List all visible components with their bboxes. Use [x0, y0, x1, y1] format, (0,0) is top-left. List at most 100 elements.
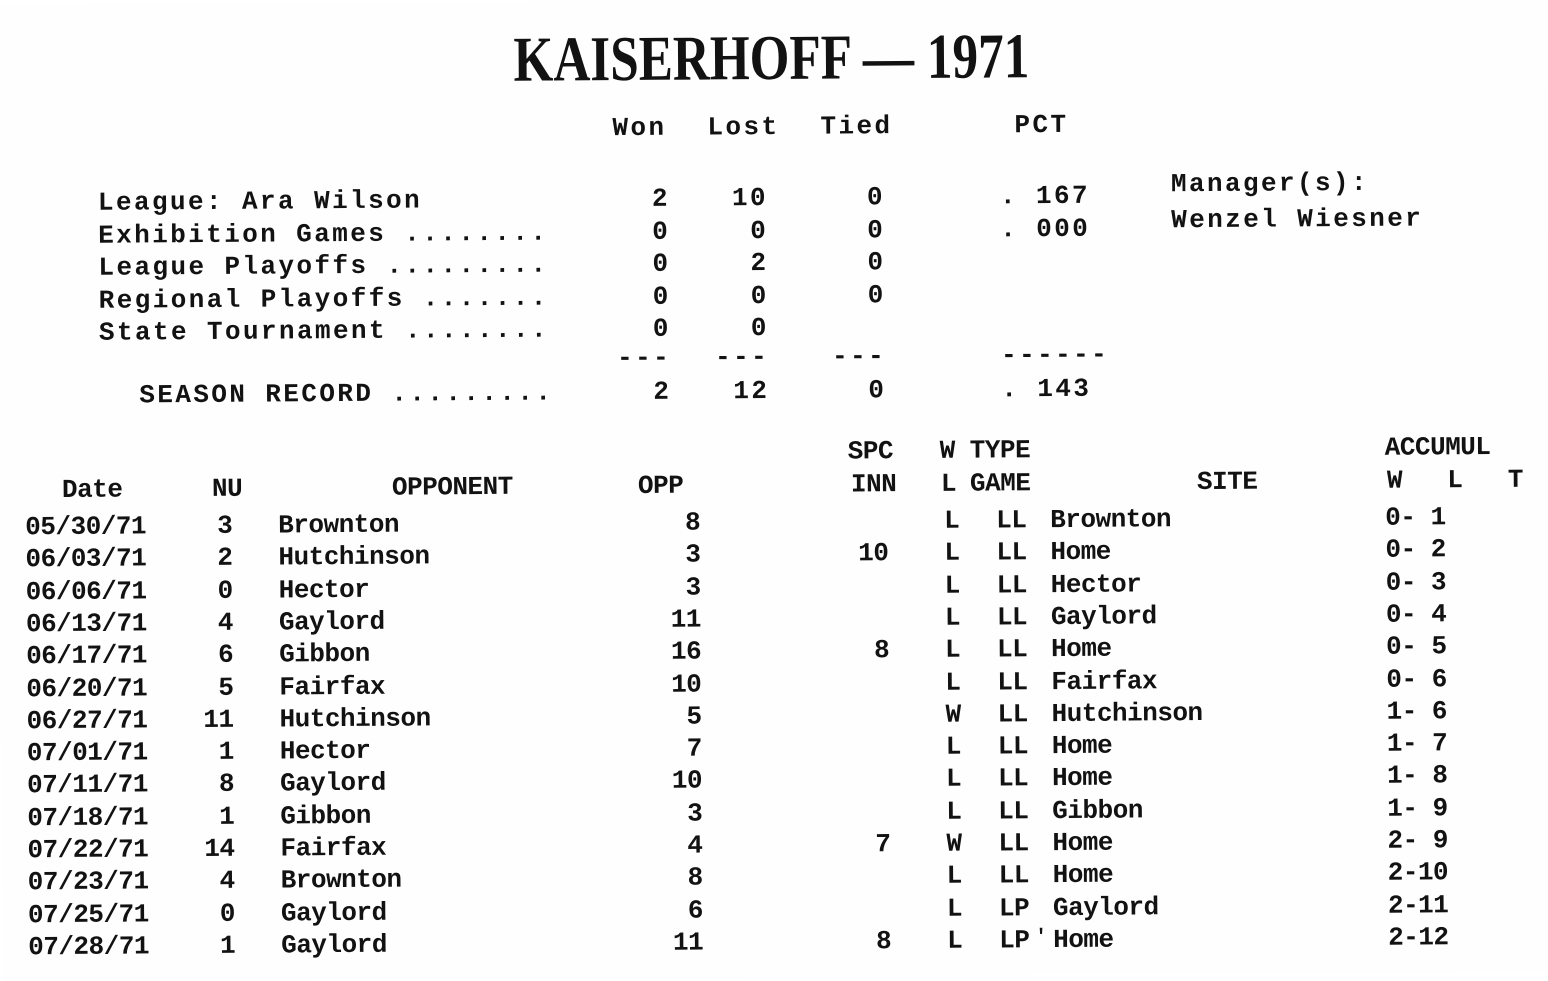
- game-opponent: Fairfax: [279, 671, 386, 703]
- game-rows: 05/30/71 3 Brownton 8 L LL Brownton 0- 1…: [0, 0, 1545, 962]
- game-type: LL: [998, 828, 1029, 859]
- game-type: LP: [999, 925, 1030, 956]
- game-opponent: Hutchinson: [278, 541, 430, 573]
- game-opp-score: 3: [685, 539, 701, 570]
- game-win-loss: L: [944, 537, 960, 568]
- game-site: Gaylord: [1050, 601, 1157, 633]
- game-site: Hutchinson: [1051, 698, 1203, 730]
- game-date: 06/13/71: [25, 608, 147, 640]
- games-header-w: W: [939, 435, 955, 466]
- games-header-accumul: ACCUMUL: [1384, 431, 1491, 463]
- summary-divider-lost: ---: [714, 342, 770, 373]
- summary-won-value: 0: [652, 216, 671, 247]
- game-type: LL: [998, 796, 1029, 827]
- game-nu-score: 1: [218, 736, 234, 767]
- game-nu-score: 0: [217, 575, 233, 606]
- summary-won-value: 0: [652, 281, 671, 312]
- game-date: 05/30/71: [25, 511, 147, 543]
- summary-pct-value: . 167: [999, 180, 1091, 212]
- games-header-opponent: OPPONENT: [391, 471, 513, 503]
- game-date: 07/28/71: [28, 931, 150, 963]
- game-site: Gaylord: [1052, 892, 1159, 924]
- season-record-pct: . 143: [1001, 373, 1092, 405]
- game-opponent: Gibbon: [280, 800, 372, 832]
- summary-row-label: Exhibition Games ........: [98, 217, 549, 251]
- game-nu-score: 14: [204, 833, 235, 864]
- summary-divider-tied: ---: [831, 341, 887, 372]
- game-site: Home: [1051, 730, 1113, 762]
- game-special-innings: [800, 506, 888, 507]
- game-accumulated-record: 1- 6: [1386, 696, 1448, 727]
- game-opponent: Gaylord: [279, 767, 386, 799]
- manager-label: Manager(s):: [1170, 167, 1370, 200]
- summary-rows: League: Ara Wilson 2 10 0 . 167 Exhibiti…: [0, 0, 1545, 348]
- game-nu-score: 4: [219, 865, 235, 896]
- summary-tied-value: [774, 312, 886, 313]
- game-opponent: Gaylord: [280, 897, 387, 929]
- game-opp-score: 11: [670, 604, 702, 635]
- game-opp-score: 3: [685, 572, 701, 603]
- game-opponent: Gibbon: [279, 638, 370, 670]
- game-accumulated-record: 2- 9: [1387, 825, 1449, 856]
- game-accumulated-record: 0- 6: [1386, 664, 1447, 695]
- game-special-innings: [802, 732, 890, 733]
- summary-lost-value: 0: [750, 313, 769, 344]
- summary-row-label: League Playoffs .........: [98, 249, 549, 283]
- game-nu-score: 1: [219, 801, 235, 832]
- game-win-loss: L: [944, 505, 960, 536]
- game-opponent: Gaylord: [281, 929, 388, 961]
- game-special-innings: 8: [873, 635, 890, 666]
- season-record-tied: 0: [868, 375, 887, 406]
- game-type: LL: [997, 699, 1028, 730]
- game-accumulated-record: 1- 8: [1386, 760, 1448, 791]
- games-header-opp: OPP: [637, 470, 684, 501]
- game-date: 07/25/71: [27, 899, 149, 931]
- game-site: Home: [1052, 859, 1114, 891]
- game-win-loss: W: [946, 828, 962, 859]
- game-nu-score: 1: [219, 930, 236, 961]
- game-opp-score: 8: [685, 507, 701, 538]
- game-special-innings: [802, 764, 890, 765]
- game-special-innings: [801, 668, 889, 669]
- summary-tied-value: 0: [866, 182, 886, 213]
- game-win-loss: L: [944, 602, 961, 633]
- game-date: 07/18/71: [27, 802, 149, 834]
- summary-lost-value: 0: [750, 216, 769, 247]
- page-title: KAISERHOFF — 1971: [0, 17, 1545, 100]
- game-type: LL: [997, 731, 1029, 762]
- summary-header-pct: PCT: [1014, 109, 1069, 141]
- game-opp-score: 10: [671, 765, 703, 796]
- season-record-label: SEASON RECORD .........: [139, 377, 554, 411]
- summary-row-label: State Tournament ........: [98, 314, 550, 348]
- game-nu-score: 4: [217, 607, 234, 638]
- summary-divider-won: ---: [616, 342, 672, 374]
- game-date: 06/06/71: [25, 576, 147, 608]
- game-type: LP: [998, 893, 1030, 924]
- summary-row-label: Regional Playoffs .......: [98, 282, 549, 316]
- game-accumulated-record: 0- 5: [1386, 631, 1447, 662]
- game-opponent: Hutchinson: [279, 703, 431, 735]
- game-win-loss: L: [946, 860, 962, 891]
- game-type: LL: [997, 763, 1029, 794]
- game-opponent: Brownton: [280, 864, 402, 896]
- game-win-loss: W: [945, 699, 961, 730]
- game-site: Brownton: [1050, 504, 1172, 536]
- game-type: LL: [997, 634, 1028, 665]
- games-header-inn: INN: [850, 469, 897, 500]
- game-nu-score: 8: [218, 768, 235, 799]
- game-accumulated-record: 0- 1: [1385, 502, 1446, 533]
- game-type: LL: [997, 667, 1028, 698]
- game-special-innings: [802, 797, 890, 798]
- game-nu-score: 6: [217, 639, 234, 670]
- game-win-loss: L: [946, 893, 963, 924]
- game-special-innings: 8: [875, 926, 892, 957]
- season-record-lost: 12: [733, 376, 770, 407]
- game-site: Fairfax: [1051, 666, 1158, 698]
- game-type: LL: [996, 602, 1028, 633]
- summary-lost-value: 10: [731, 183, 769, 214]
- game-win-loss: L: [945, 731, 962, 762]
- game-date: 06/27/71: [26, 705, 148, 737]
- games-header-site: SITE: [1196, 466, 1258, 498]
- summary-tied-value: 0: [867, 215, 886, 246]
- summary-lost-value: 0: [750, 281, 769, 312]
